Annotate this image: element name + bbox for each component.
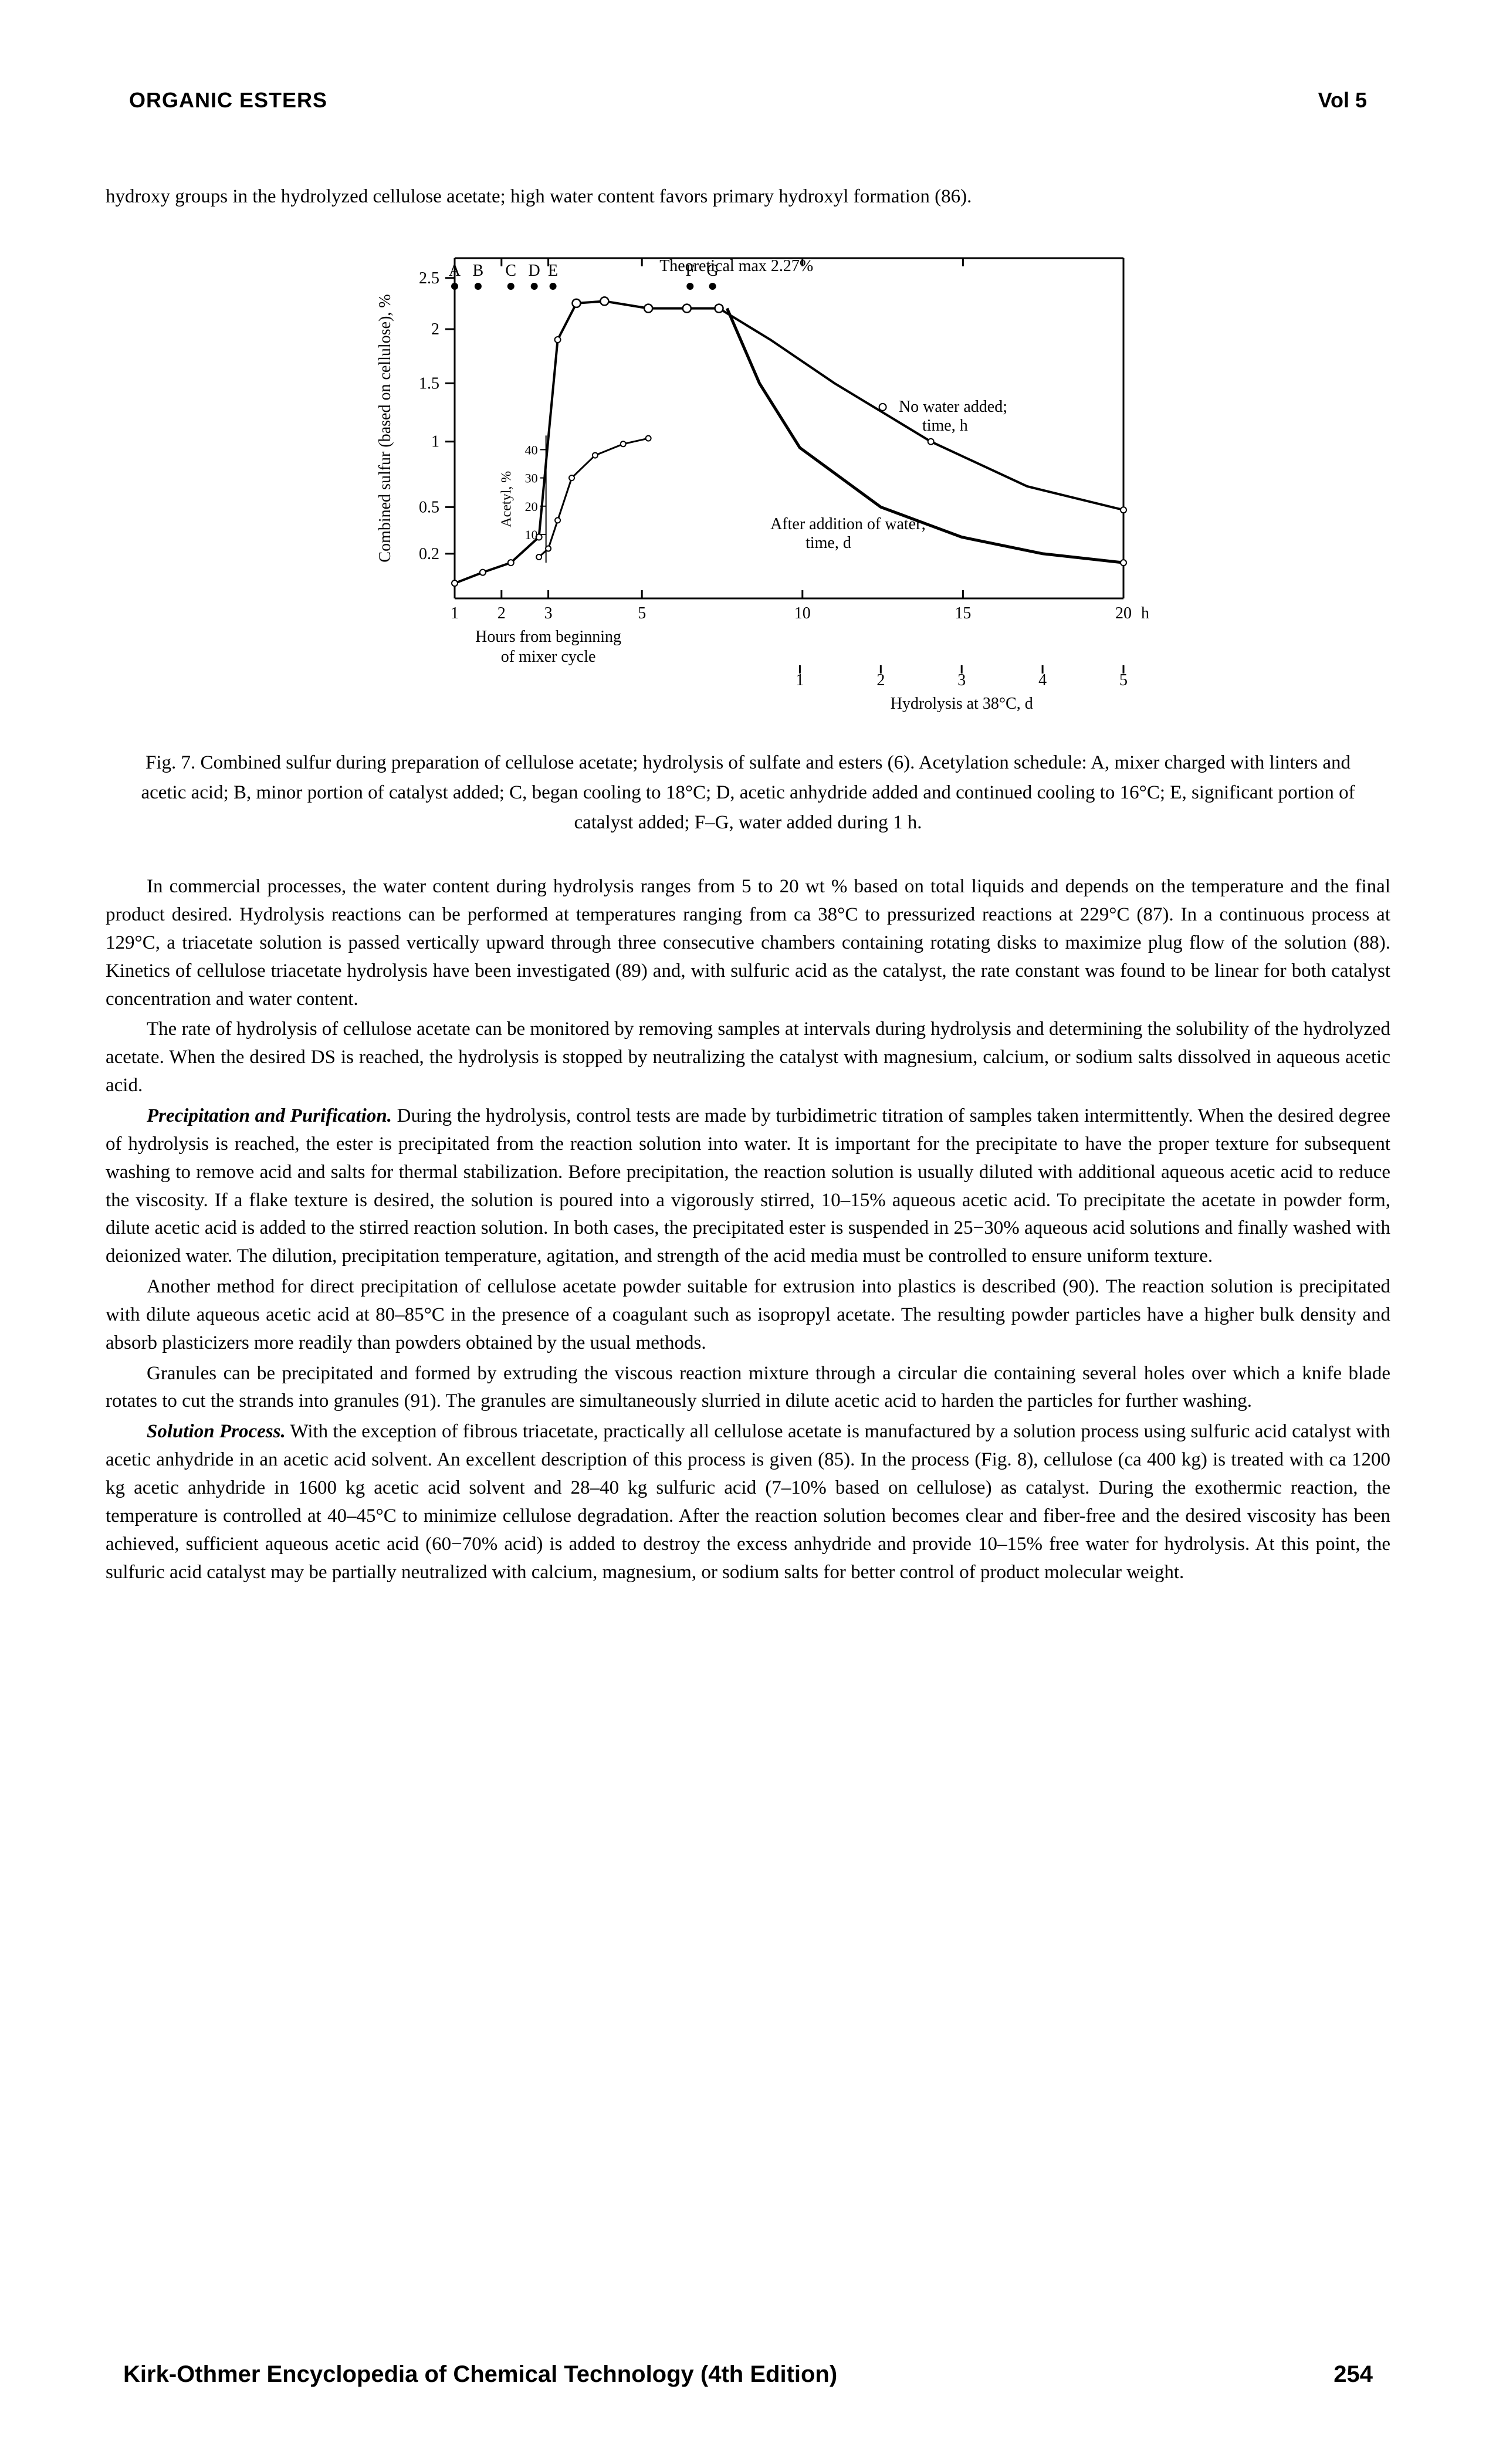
svg-text:E: E [548, 262, 558, 280]
svg-text:5: 5 [1119, 671, 1128, 689]
svg-text:Acetyl, %: Acetyl, % [499, 471, 515, 527]
svg-text:2: 2 [876, 671, 885, 689]
run-in-body: With the exception of fibrous triacetate… [106, 1421, 1390, 1582]
run-in-body: During the hydrolysis, control tests are… [106, 1105, 1390, 1267]
paragraph: In commercial processes, the water conte… [106, 873, 1390, 1013]
run-in-heading: Precipitation and Purification. [106, 1105, 392, 1126]
svg-text:1: 1 [796, 671, 804, 689]
header-title: ORGANIC ESTERS [129, 88, 327, 113]
page: ORGANIC ESTERS Vol 5 hydroxy groups in t… [0, 0, 1496, 2464]
svg-text:After addition of water;: After addition of water; [770, 515, 926, 533]
svg-text:A: A [449, 262, 461, 280]
svg-text:2.5: 2.5 [419, 269, 439, 287]
run-in-heading: Solution Process. [106, 1421, 286, 1442]
svg-text:time, d: time, d [805, 534, 851, 552]
footer-page-number: 254 [1333, 2361, 1373, 2388]
header-volume: Vol 5 [1318, 88, 1367, 113]
page-footer: Kirk-Othmer Encyclopedia of Chemical Tec… [106, 2361, 1390, 2388]
paragraph: The rate of hydrolysis of cellulose acet… [106, 1016, 1390, 1100]
svg-text:20: 20 [1115, 604, 1132, 622]
svg-text:5: 5 [638, 604, 646, 622]
svg-text:D: D [529, 262, 540, 280]
paragraph: Another method for direct precipitation … [106, 1273, 1390, 1358]
svg-text:1: 1 [431, 433, 439, 451]
svg-text:Hydrolysis at 38°C, d: Hydrolysis at 38°C, d [891, 695, 1033, 713]
footer-source: Kirk-Othmer Encyclopedia of Chemical Tec… [123, 2361, 837, 2388]
svg-text:1.5: 1.5 [419, 374, 439, 392]
svg-text:C: C [505, 262, 516, 280]
svg-text:20: 20 [525, 499, 538, 514]
svg-text:Theoretical max 2.27%: Theoretical max 2.27% [659, 257, 813, 275]
paragraph-precipitation: Precipitation and Purification. During t… [106, 1102, 1390, 1271]
lead-paragraph: hydroxy groups in the hydrolyzed cellulo… [106, 183, 1390, 211]
svg-text:2: 2 [497, 604, 506, 622]
svg-text:Hours from beginning: Hours from beginning [475, 628, 621, 646]
svg-text:1: 1 [451, 604, 459, 622]
svg-text:0.2: 0.2 [419, 545, 439, 563]
figure-7: 0.2 0.5 1 1.5 2 2.5 Combined sulfur (based on … [106, 235, 1390, 725]
figure-7-svg: 0.2 0.5 1 1.5 2 2.5 Combined sulfur (based on … [337, 235, 1159, 722]
svg-text:No water added;: No water added; [899, 398, 1007, 416]
svg-text:3: 3 [544, 604, 553, 622]
svg-text:30: 30 [525, 471, 538, 485]
paragraph-solution-process: Solution Process. With the exception of … [106, 1418, 1390, 1586]
svg-text:3: 3 [957, 671, 966, 689]
svg-text:B: B [473, 262, 484, 280]
svg-text:15: 15 [955, 604, 971, 622]
svg-text:of mixer cycle: of mixer cycle [501, 648, 596, 666]
svg-text:time, h: time, h [922, 417, 968, 435]
svg-text:h: h [1141, 604, 1149, 622]
page-header: ORGANIC ESTERS Vol 5 [106, 88, 1390, 113]
svg-text:10: 10 [525, 527, 538, 542]
svg-text:2: 2 [431, 320, 439, 339]
paragraph: Granules can be precipitated and formed … [106, 1360, 1390, 1416]
svg-text:4: 4 [1038, 671, 1047, 689]
svg-text:10: 10 [794, 604, 811, 622]
figure-7-caption: Fig. 7. Combined sulfur during preparati… [129, 748, 1367, 838]
svg-text:0.5: 0.5 [419, 498, 439, 516]
svg-text:40: 40 [525, 442, 538, 457]
svg-text:Combined sulfur (based on cell: Combined sulfur (based on cellulose), % [376, 294, 394, 562]
